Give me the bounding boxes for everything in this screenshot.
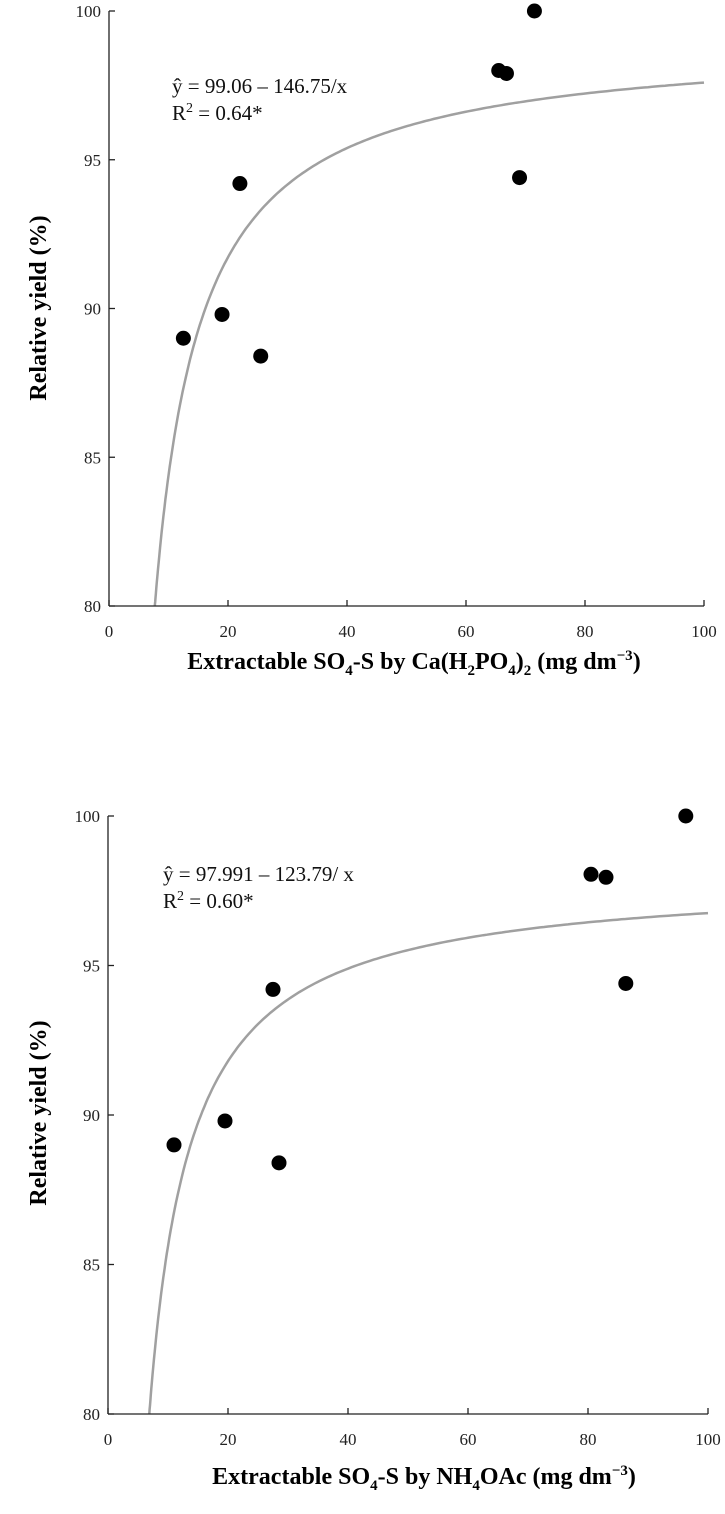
y-tick-label: 90 [84,300,101,319]
data-point [618,975,634,991]
y-tick-label: 100 [76,2,102,21]
data-point [175,330,191,346]
fit-curve [148,911,709,1415]
x-tick-label: 60 [460,1430,477,1449]
y-tick-label: 80 [84,597,101,616]
data-point [217,1113,233,1129]
equation-label: ŷ = 99.06 – 146.75/x [172,74,348,98]
data-point [598,869,614,885]
data-point [583,866,599,882]
y-tick-label: 100 [75,807,101,826]
y-tick-label: 85 [84,448,101,467]
data-point [271,1155,287,1171]
y-tick-label: 95 [83,957,100,976]
y-tick-label: 95 [84,151,101,170]
x-ticks: 0 20 40 60 80 100 [105,600,717,641]
y-tick-label: 90 [83,1106,100,1125]
y-tick-label: 80 [83,1405,100,1424]
x-tick-label: 60 [458,622,475,641]
data-point [232,176,248,192]
y-ticks: 80 85 90 95 100 [76,2,115,616]
r2-label: R2 = 0.64* [172,101,263,125]
equation-label: ŷ = 97.991 – 123.79/ x [163,862,354,886]
data-point [253,348,269,364]
data-point [498,65,514,81]
r2-label: R2 = 0.60* [163,889,254,913]
data-point [512,170,528,186]
chart-ca-phosphate: 80 85 90 95 100 0 20 40 60 80 100 ŷ = 99.06 – 146… [26,2,717,679]
points [166,808,694,1171]
x-axis-title: Extractable SO4-S by Ca(H2PO4)2 (mg dm−3… [187,648,640,679]
x-ticks: 0 20 40 60 80 100 [104,1408,721,1449]
x-tick-label: 0 [105,622,114,641]
x-tick-label: 80 [580,1430,597,1449]
x-tick-label: 100 [691,622,717,641]
x-tick-label: 20 [220,1430,237,1449]
data-point [265,981,281,997]
y-ticks: 80 85 90 95 100 [75,807,114,1424]
x-tick-label: 40 [340,1430,357,1449]
points [175,3,542,364]
data-point [166,1137,182,1153]
data-point [526,3,542,19]
x-tick-label: 100 [695,1430,721,1449]
y-axis-title: Relative yield (%) [26,215,52,400]
chart-ammonium-acetate: 80 85 90 95 100 0 20 40 60 80 100 ŷ = 97.991 – 12… [26,807,721,1494]
y-axis-title: Relative yield (%) [26,1020,52,1205]
x-tick-label: 0 [104,1430,113,1449]
x-tick-label: 20 [220,622,237,641]
x-tick-label: 80 [577,622,594,641]
x-tick-label: 40 [339,622,356,641]
data-point [214,306,230,322]
x-axis-title: Extractable SO4-S by NH4OAc (mg dm−3) [212,1463,636,1494]
fit-curve [153,81,705,607]
y-tick-label: 85 [83,1256,100,1275]
data-point [678,808,694,824]
